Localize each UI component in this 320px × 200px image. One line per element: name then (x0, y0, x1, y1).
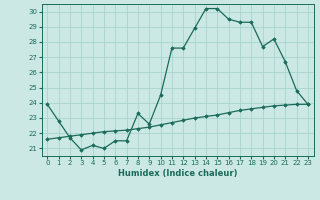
X-axis label: Humidex (Indice chaleur): Humidex (Indice chaleur) (118, 169, 237, 178)
